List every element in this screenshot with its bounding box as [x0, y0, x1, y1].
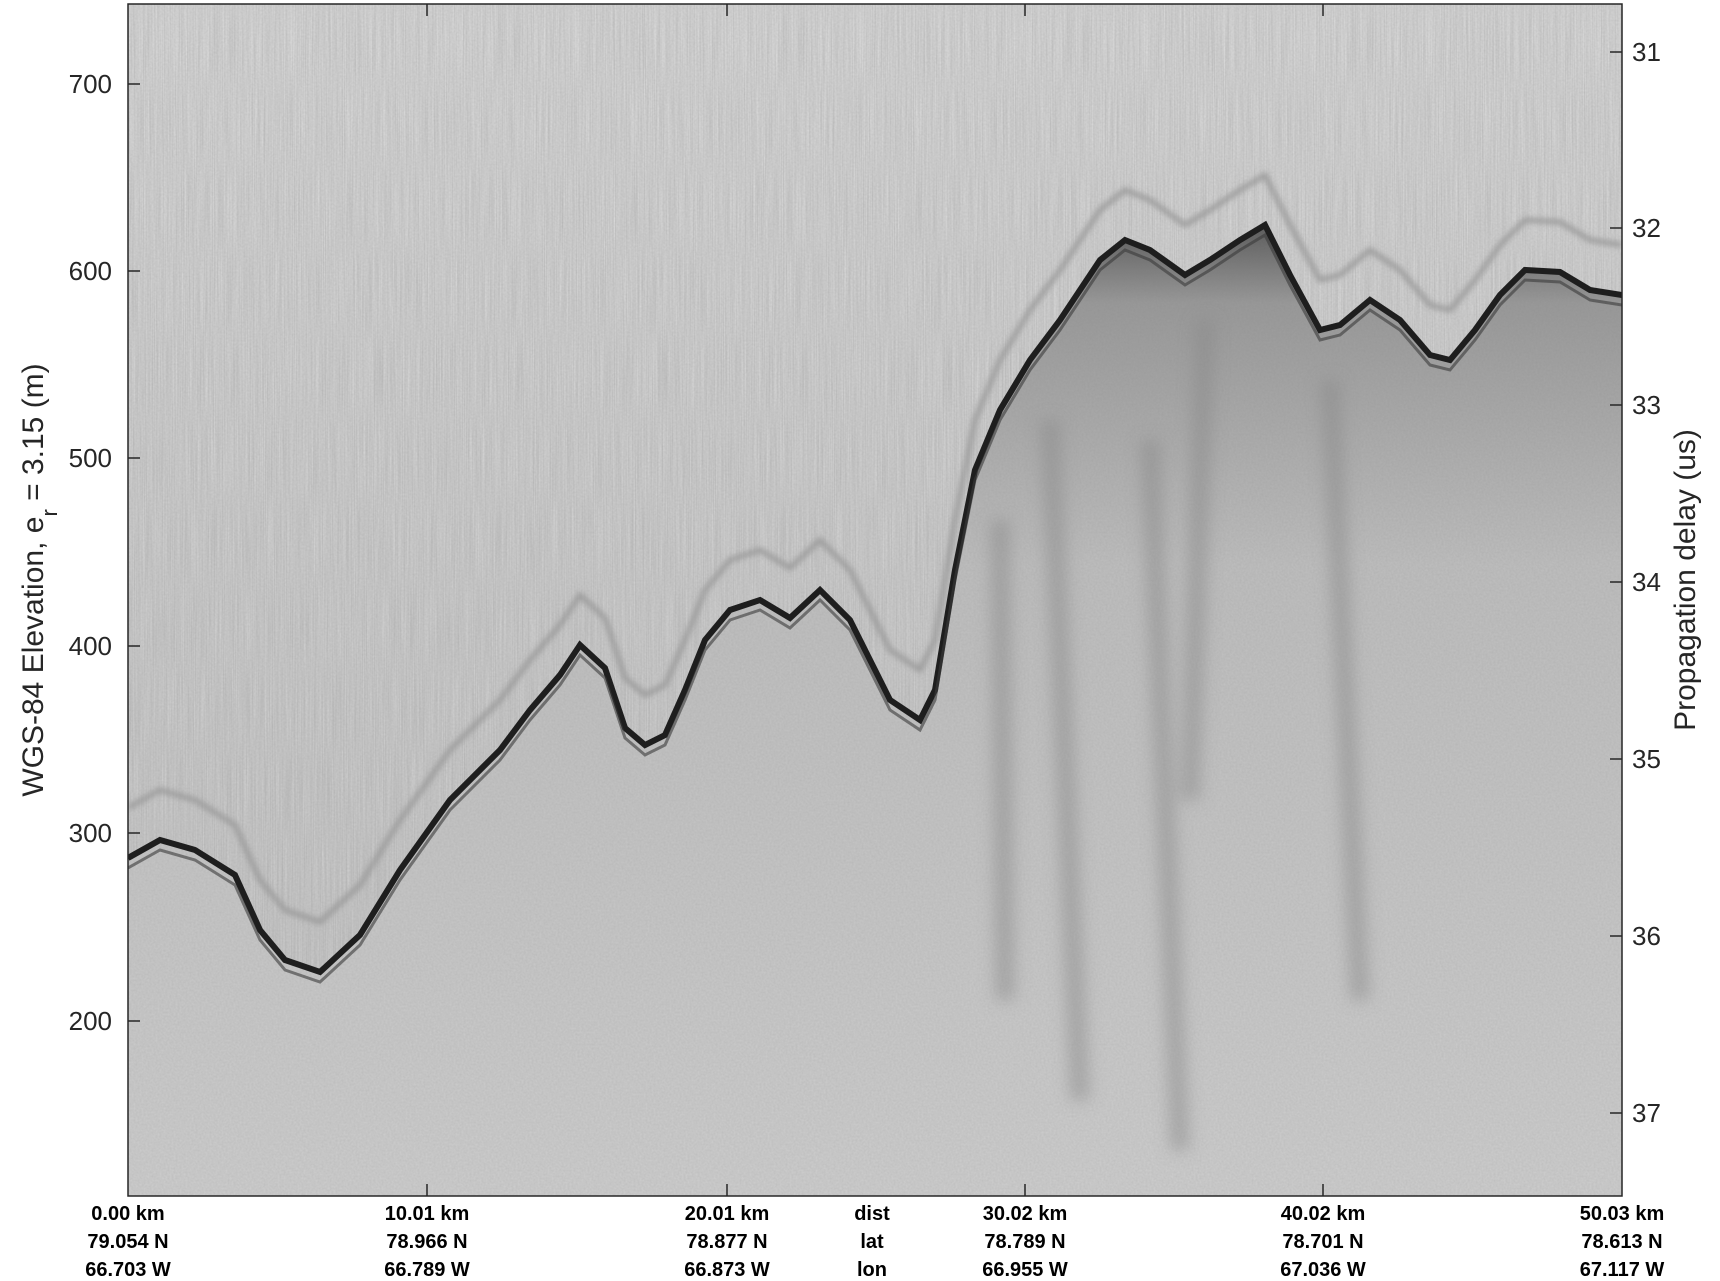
radar-image: [128, 4, 1622, 1196]
left-tick-label: 500: [69, 443, 112, 473]
bottom-label-dist: 30.02 km: [982, 1203, 1068, 1225]
plot-frame: [127, 3, 1623, 1197]
bottom-label-lon: 67.117 W: [1579, 1259, 1665, 1281]
bottom-label-lon: 66.789 W: [384, 1259, 470, 1281]
bottom-label-dist: dist: [854, 1203, 890, 1225]
left-axis: 200 300 400 500 600 700: [69, 69, 140, 1036]
left-tick-label: 700: [69, 69, 112, 99]
surface-multiple: [128, 171, 1622, 925]
bottom-label-lat: lat: [860, 1231, 884, 1253]
bottom-label-lon: 66.955 W: [982, 1259, 1068, 1281]
right-tick-label: 35: [1632, 744, 1661, 774]
right-tick-label: 36: [1632, 921, 1661, 951]
left-tick-label: 400: [69, 631, 112, 661]
bottom-label-lon: 66.873 W: [684, 1259, 770, 1281]
bottom-label-dist: 0.00 km: [91, 1203, 165, 1225]
bottom-label-lat: 78.877 N: [686, 1231, 768, 1253]
left-tick-label: 200: [69, 1006, 112, 1036]
bottom-label-lat: 78.613 N: [1581, 1231, 1663, 1253]
bottom-label-dist: 40.02 km: [1280, 1203, 1366, 1225]
bottom-label-lat: 78.966 N: [386, 1231, 468, 1253]
bottom-label-dist: 50.03 km: [1579, 1203, 1665, 1225]
right-axis-label: Propagation delay (us): [1669, 429, 1702, 731]
bed-reflector-sub: [128, 232, 1622, 984]
right-tick-label: 37: [1632, 1098, 1661, 1128]
right-axis: 31 32 33 34 35 36 37: [1610, 37, 1661, 1128]
bottom-label-lon: 67.036 W: [1280, 1259, 1366, 1281]
right-tick-label: 31: [1632, 37, 1661, 67]
bed-reflector: [128, 220, 1622, 976]
top-ticks: [426, 4, 1324, 1196]
bottom-label-lat: 79.054 N: [87, 1231, 169, 1253]
left-tick-label: 600: [69, 256, 112, 286]
bottom-label-lat: 78.701 N: [1282, 1231, 1364, 1253]
bottom-label-dist: 20.01 km: [684, 1203, 770, 1225]
left-tick-label: 300: [69, 818, 112, 848]
right-tick-label: 34: [1632, 567, 1661, 597]
right-tick-label: 32: [1632, 213, 1661, 243]
right-tick-label: 33: [1632, 390, 1661, 420]
bottom-label-lon: lon: [857, 1259, 887, 1281]
left-axis-label: WGS-84 Elevation, er = 3.15 (m): [17, 363, 62, 796]
bottom-label-lon: 66.703 W: [85, 1259, 171, 1281]
bottom-label-dist: 10.01 km: [384, 1203, 470, 1225]
bottom-label-lat: 78.789 N: [984, 1231, 1066, 1253]
